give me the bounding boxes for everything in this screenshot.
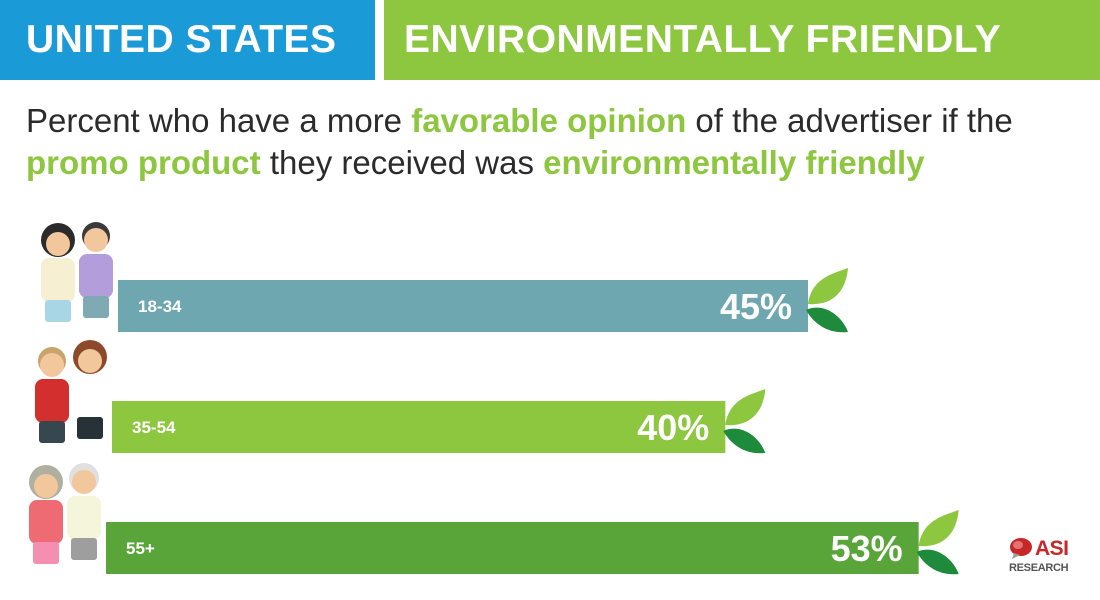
leaf-light-icon (725, 389, 766, 426)
person-legs (77, 417, 103, 439)
person-body (41, 258, 75, 302)
person-legs (83, 296, 109, 318)
bar-row-35-54: 35-54 40% (35, 340, 766, 454)
leaf-dark-icon (916, 549, 959, 575)
age-group-bar-chart: 18-34 45% 35-54 40% 55+ 53% (29, 222, 959, 575)
leaf-dark-icon (806, 307, 848, 333)
logo-tagline: RESEARCH (1009, 562, 1069, 574)
value-label: 45% (720, 286, 792, 327)
category-label: 18-34 (138, 297, 182, 316)
chart-subtitle: Percent who have a more favorable opinio… (26, 100, 1086, 184)
bar (112, 401, 726, 453)
person-legs (33, 542, 59, 564)
person-face (84, 228, 108, 252)
leaf-light-icon (808, 268, 848, 305)
bar (118, 280, 808, 332)
person-face (34, 474, 58, 498)
person-body (67, 496, 101, 540)
person-face (72, 470, 96, 494)
category-label: 35-54 (132, 418, 176, 437)
value-label: 53% (831, 528, 903, 569)
person-face (40, 353, 64, 377)
person-legs (45, 300, 71, 322)
subtitle-part-2: of the advertiser if the (686, 102, 1013, 139)
subtitle-part-1: Percent who have a more (26, 102, 412, 139)
header-united-states: UNITED STATES (0, 0, 375, 80)
category-label: 55+ (126, 539, 155, 558)
subtitle-part-3: they received was (260, 144, 544, 181)
bar-row-55+: 55+ 53% (29, 463, 959, 575)
logo-name: ASI (1035, 537, 1069, 560)
value-label: 40% (637, 407, 709, 448)
person-face (46, 232, 70, 256)
bar-row-18-34: 18-34 45% (41, 222, 848, 333)
asi-research-logo: ASI RESEARCH (1005, 534, 1085, 579)
subtitle-highlight-eco: environmentally friendly (543, 144, 925, 181)
leaf-dark-icon (723, 428, 766, 454)
speech-bubble-logo-icon (1010, 538, 1032, 559)
header-right-label: ENVIRONMENTALLY FRIENDLY (404, 18, 1002, 61)
person-legs (71, 538, 97, 560)
leaf-light-icon (918, 510, 959, 547)
age-group-people-icon (29, 463, 101, 564)
person-body (35, 379, 69, 423)
person-legs (39, 421, 65, 443)
person-body (79, 254, 113, 298)
person-face (78, 349, 102, 373)
bar (106, 522, 919, 574)
subtitle-highlight-promo: promo product (26, 144, 261, 181)
header-environmentally-friendly: ENVIRONMENTALLY FRIENDLY (384, 0, 1100, 80)
age-group-people-icon (35, 340, 107, 443)
age-group-people-icon (41, 222, 113, 322)
person-body (29, 500, 63, 544)
header-left-label: UNITED STATES (26, 18, 337, 61)
person-body (73, 375, 107, 419)
subtitle-highlight-favorable: favorable opinion (411, 102, 687, 139)
